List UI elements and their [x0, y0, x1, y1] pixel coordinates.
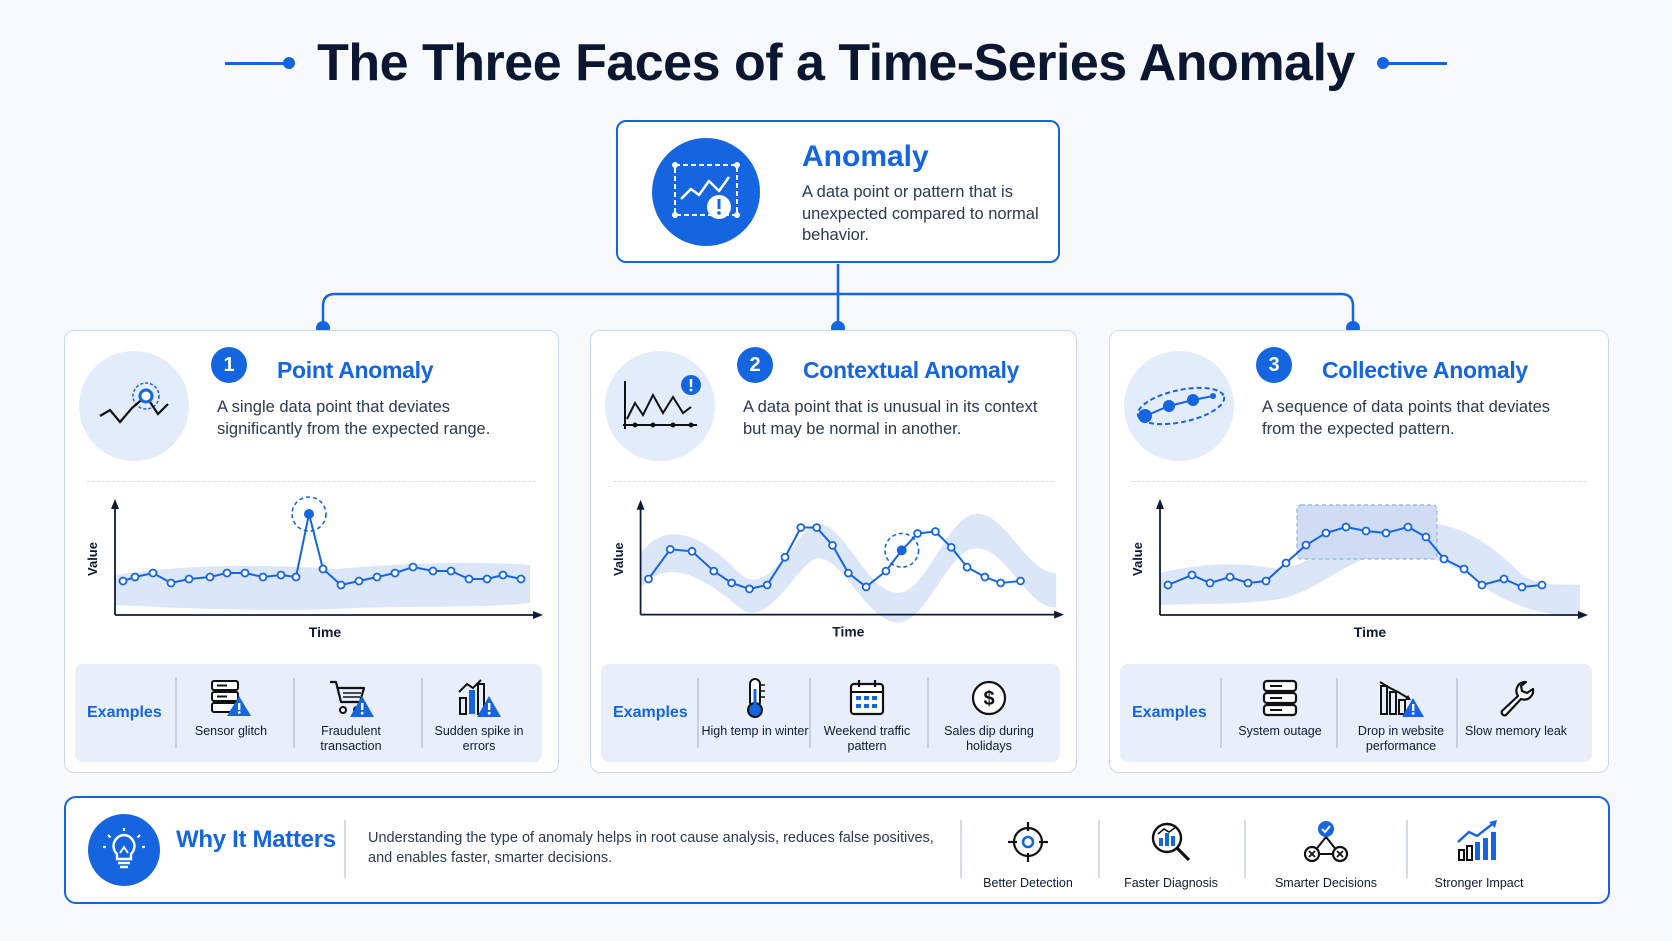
example-label: Slow memory leak: [1464, 724, 1568, 738]
benefit-label: Better Detection: [983, 876, 1073, 890]
example-memory-leak: Slow memory leak: [1456, 676, 1576, 739]
card-number: 1: [211, 347, 247, 383]
contextual-anomaly-chart: Value Time: [611, 499, 1065, 639]
thermometer-icon: [695, 676, 815, 720]
card-divider: [87, 481, 536, 482]
example-label: Drop in website performance: [1357, 724, 1445, 753]
example-sudden-spike: Sudden spike in errors: [419, 676, 539, 754]
examples-panel: Examples System outage: [1120, 664, 1592, 762]
title-decoration-left: [225, 56, 296, 69]
why-separator: [1406, 820, 1408, 878]
point-anomaly-card: 1 Point Anomaly A single data point that…: [64, 330, 559, 773]
calendar-icon: [807, 676, 927, 720]
benefit-better-detection: Better Detection: [963, 818, 1093, 890]
card-title: Point Anomaly: [277, 357, 434, 383]
why-it-matters-panel: Why It Matters Understanding the type of…: [64, 796, 1610, 904]
y-axis-label: Value: [611, 542, 626, 576]
chart-alert-icon: [652, 138, 760, 246]
collective-group-icon: [1124, 351, 1234, 461]
example-label: Fraudulent transaction: [320, 724, 382, 753]
collective-anomaly-chart: Value Time: [1130, 499, 1588, 640]
examples-panel: Examples Sensor glitch: [75, 664, 542, 762]
cart-warning-icon: [291, 676, 411, 720]
card-description: A sequence of data points that deviates …: [1262, 398, 1551, 438]
card-description: A single data point that deviates signif…: [217, 398, 491, 438]
title-decoration-right: [1376, 56, 1447, 69]
example-sales-dip: $ Sales dip during holidays: [929, 676, 1049, 754]
card-number: 3: [1256, 347, 1292, 383]
magnifier-chart-icon: [1106, 818, 1236, 866]
examples-panel: Examples High temp in winter: [601, 664, 1060, 762]
why-separator: [1098, 820, 1100, 878]
title-row: The Three Faces of a Time-Series Anomaly: [0, 28, 1672, 98]
dollar-coin-icon: $: [929, 676, 1049, 720]
benefit-label: Faster Diagnosis: [1124, 876, 1218, 890]
card-number: 2: [737, 347, 773, 383]
example-label: Sudden spike in errors: [434, 724, 524, 753]
example-label: High temp in winter: [701, 724, 809, 738]
contextual-alert-icon: [605, 351, 715, 461]
x-axis-label: Time: [309, 624, 342, 640]
example-high-temp: High temp in winter: [695, 676, 815, 739]
example-label: Weekend traffic pattern: [823, 724, 911, 753]
anomaly-description: A data point or pattern that is unexpect…: [802, 183, 1039, 244]
examples-separator: [697, 678, 699, 748]
example-label: Sensor glitch: [194, 724, 268, 738]
x-axis-label: Time: [1354, 624, 1387, 640]
anomaly-definition-box: Anomaly A data point or pattern that is …: [616, 120, 1060, 263]
server-warning-icon: [171, 676, 291, 720]
wrench-icon: [1456, 676, 1576, 720]
why-separator: [1244, 820, 1246, 878]
example-weekend-traffic: Weekend traffic pattern: [807, 676, 927, 754]
examples-separator: [1336, 678, 1338, 748]
examples-label: Examples: [613, 704, 688, 721]
contextual-anomaly-card: 2 Contextual Anomaly A data point that i…: [590, 330, 1077, 773]
example-system-outage: System outage: [1220, 676, 1340, 739]
point-spike-icon: [79, 351, 189, 461]
example-label: Sales dip during holidays: [944, 724, 1034, 753]
server-stack-icon: [1220, 676, 1340, 720]
card-title: Collective Anomaly: [1322, 357, 1528, 383]
example-fraudulent-transaction: Fraudulent transaction: [291, 676, 411, 754]
why-title: Why It Matters: [176, 826, 336, 853]
example-sensor-glitch: Sensor glitch: [171, 676, 291, 739]
examples-separator: [293, 678, 295, 748]
card-description: A data point that is unusual in its cont…: [743, 398, 1038, 438]
examples-separator: [809, 678, 811, 748]
network-check-icon: [1261, 818, 1391, 866]
why-text: Understanding the type of anomaly helps …: [368, 830, 934, 866]
y-axis-label: Value: [85, 542, 100, 576]
example-label: System outage: [1238, 724, 1322, 738]
card-divider: [613, 481, 1054, 482]
bars-warning-icon: [419, 676, 539, 720]
examples-separator: [421, 678, 423, 748]
examples-separator: [1220, 678, 1222, 748]
anomaly-title: Anomaly: [802, 140, 929, 173]
why-separator: [344, 820, 346, 878]
page-title: The Three Faces of a Time-Series Anomaly: [317, 34, 1355, 92]
svg-text:$: $: [983, 688, 994, 710]
card-title: Contextual Anomaly: [803, 357, 1020, 383]
y-axis-label: Value: [1130, 542, 1145, 576]
point-anomaly-chart: Value Time: [85, 496, 543, 640]
benefit-faster-diagnosis: Faster Diagnosis: [1106, 818, 1236, 890]
benefit-stronger-impact: Stronger Impact: [1414, 818, 1544, 890]
declining-bars-warning-icon: [1336, 676, 1466, 720]
examples-label: Examples: [87, 704, 162, 721]
benefit-label: Stronger Impact: [1434, 876, 1524, 890]
examples-separator: [1456, 678, 1458, 748]
examples-label: Examples: [1132, 704, 1207, 721]
collective-anomaly-card: 3 Collective Anomaly A sequence of data …: [1109, 330, 1609, 773]
rising-bars-icon: [1414, 818, 1544, 866]
example-website-performance: Drop in website performance: [1336, 676, 1466, 754]
why-separator: [960, 820, 962, 878]
examples-separator: [175, 678, 177, 748]
target-icon: [963, 818, 1093, 866]
examples-separator: [927, 678, 929, 748]
card-divider: [1132, 481, 1586, 482]
benefit-smarter-decisions: Smarter Decisions: [1261, 818, 1391, 890]
benefit-label: Smarter Decisions: [1274, 876, 1378, 890]
lightbulb-icon: [88, 814, 160, 886]
x-axis-label: Time: [832, 623, 864, 639]
